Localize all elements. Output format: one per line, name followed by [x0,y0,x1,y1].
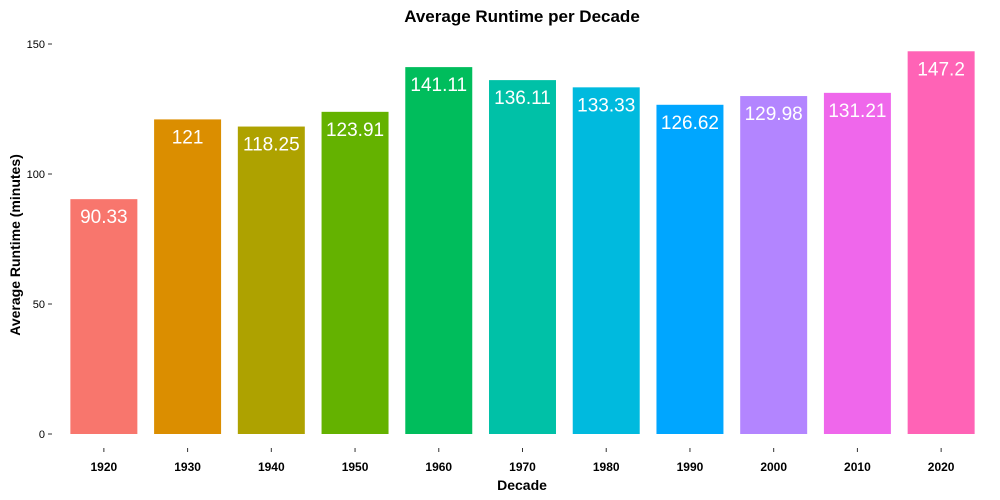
y-tick-label: 50 [33,299,45,311]
bar-value-label: 90.33 [80,207,128,228]
y-tick-label: 100 [27,169,45,181]
x-tick-label: 1920 [91,460,118,474]
bar-value-label: 121 [172,127,204,148]
bar-value-label: 123.91 [326,120,384,141]
x-tick-label: 1930 [174,460,201,474]
x-tick-label: 1940 [258,460,285,474]
y-tick-label: 0 [39,429,45,441]
bar [154,119,222,435]
x-axis: 1920 1930 1940 1950 1960 1970 1980 1990 2000 2010… [91,448,955,474]
bar-value-label: 133.33 [577,95,635,116]
x-tick-label: 1960 [425,460,452,474]
x-tick-label: 1970 [509,460,536,474]
x-tick-label: 2010 [844,460,871,474]
bar-value-label: 126.62 [661,113,719,134]
y-tick-label: 150 [27,39,45,51]
x-tick-label: 1950 [342,460,369,474]
bar [823,92,891,434]
bar [740,96,808,434]
x-tick-label: 1980 [593,460,620,474]
bar-value-label: 136.11 [494,88,551,109]
bar [237,126,305,435]
bar [907,51,975,434]
bar [489,80,556,434]
bars-group: 90.33 121 118.25 123.91 141.11 136.11 133.33 12… [70,51,975,435]
x-tick-label: 2020 [928,460,955,474]
bar-value-label: 129.98 [745,104,803,125]
x-tick-label: 1990 [677,460,704,474]
bar [572,87,640,434]
bar [321,111,389,435]
bar [70,199,138,434]
bar-value-label: 131.21 [828,101,886,122]
x-tick-label: 2000 [760,460,787,474]
y-axis-title: Average Runtime (minutes) [7,154,23,336]
x-axis-title: Decade [497,477,547,493]
bar [405,67,473,434]
chart-title: Average Runtime per Decade [404,7,640,26]
bar-value-label: 141.11 [410,75,467,96]
bar-value-label: 118.25 [243,135,300,156]
y-axis: 0 50 100 150 [27,39,52,441]
bar [656,104,724,435]
bar-value-label: 147.2 [917,59,965,80]
